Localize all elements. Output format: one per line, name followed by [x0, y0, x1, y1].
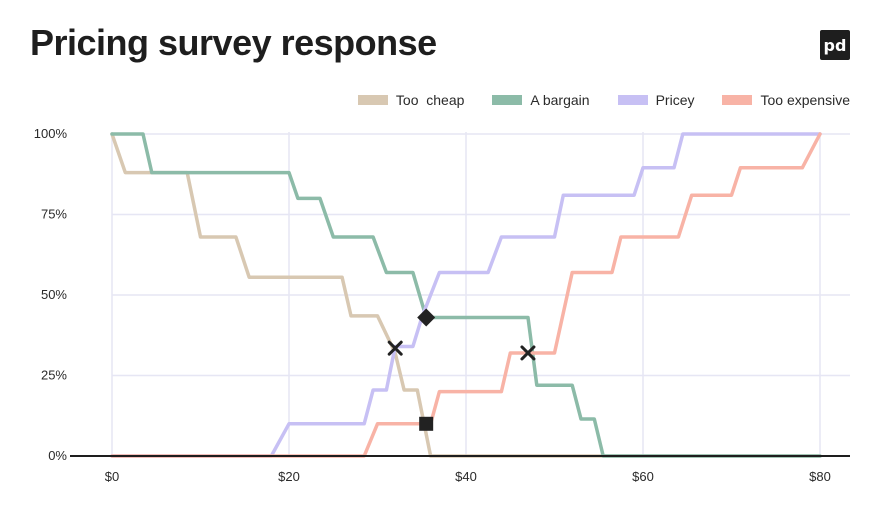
- brand-logo-icon: pd: [820, 30, 850, 60]
- legend-swatch-pricey: [617, 95, 648, 105]
- legend-item-pricey: Pricey: [617, 92, 695, 108]
- x-tick-label: $20: [278, 469, 300, 484]
- legend-label-pricey: Pricey: [655, 92, 695, 108]
- legend-label-too-cheap: Too cheap: [395, 92, 465, 108]
- series-line-pricey: [110, 132, 822, 458]
- intersection-x-marker: [387, 340, 403, 356]
- legend-swatch-a-bargain: [492, 95, 523, 105]
- legend-swatch-too-expensive: [722, 95, 753, 105]
- y-tick-label: 100%: [34, 126, 68, 141]
- legend-label-too-expensive: Too expensive: [760, 92, 850, 108]
- x-tick-label: $40: [455, 469, 477, 484]
- series-line-a-bargain: [110, 132, 822, 458]
- chart-legend: Too cheap A bargain Pricey Too expensive: [357, 92, 850, 108]
- y-tick-label: 75%: [41, 207, 67, 222]
- x-tick-label: $60: [632, 469, 654, 484]
- intersection-x-marker: [520, 345, 536, 361]
- intersection-diamond-marker: [417, 308, 436, 327]
- series-line-too-expensive: [110, 132, 822, 458]
- legend-label-a-bargain: A bargain: [530, 92, 590, 108]
- legend-item-too-expensive: Too expensive: [722, 92, 850, 108]
- page-title: Pricing survey response: [30, 22, 437, 63]
- x-tick-label: $0: [105, 469, 119, 484]
- intersection-square-marker: [419, 416, 434, 431]
- x-tick-label: $80: [809, 469, 831, 484]
- legend-item-a-bargain: A bargain: [492, 92, 590, 108]
- y-tick-label: 50%: [41, 287, 67, 302]
- legend-item-too-cheap: Too cheap: [357, 92, 465, 108]
- legend-swatch-too-cheap: [357, 95, 388, 105]
- y-tick-label: 25%: [41, 368, 67, 383]
- y-tick-label: 0%: [48, 448, 67, 463]
